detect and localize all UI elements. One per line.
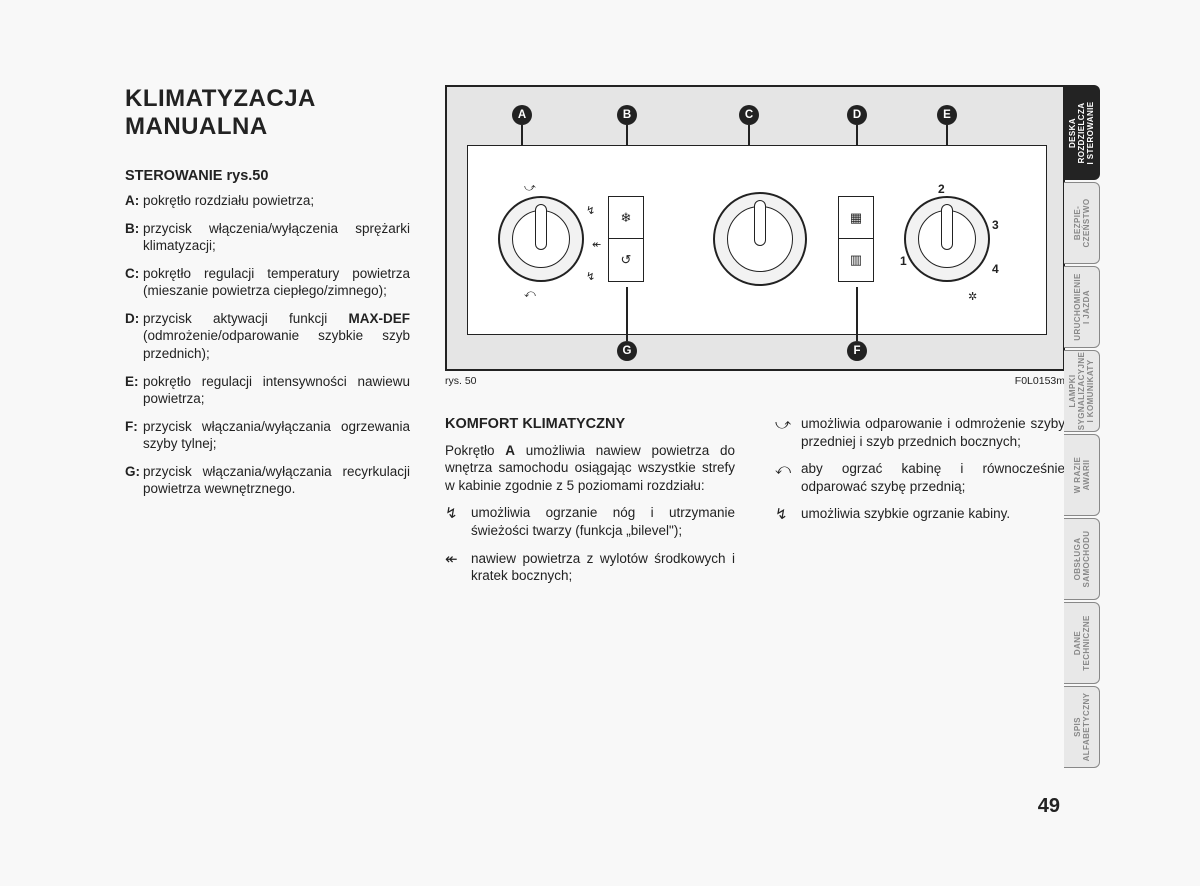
- heat-defrost-icon: ⤺: [775, 460, 801, 495]
- figure-caption: rys. 50 F0L0153m: [445, 375, 1065, 387]
- tab-warnings[interactable]: LAMPKISYGNALIZACYJNEI KOMUNIKATY: [1064, 350, 1100, 432]
- def-item: A:pokrętło rozdziału powietrza;: [125, 192, 410, 210]
- page-number: 49: [1038, 795, 1060, 818]
- airflow-mode-item: ⤺aby ogrzać kabinę i równocześnie odparo…: [775, 460, 1065, 495]
- marker-C: C: [739, 105, 759, 125]
- def-item: D:przycisk aktywacji funkcji MAX-DEF (od…: [125, 310, 410, 363]
- left-column: KLIMATYZACJA MANUALNA STEROWANIE rys.50 …: [125, 85, 410, 508]
- defrost-buttons: ▦ ▥: [838, 196, 874, 282]
- bilevel-icon: ↯: [445, 504, 471, 539]
- recirc-button-icon: ↺: [609, 239, 643, 281]
- tab-dashboard[interactable]: DESKAROZDZIELCZAI STEROWANIE: [1064, 85, 1100, 180]
- airflow-mode-item: ↯umożliwia ogrzanie nóg i utrzymanie świ…: [445, 504, 735, 539]
- marker-E: E: [937, 105, 957, 125]
- fan-speed-knob: [904, 196, 990, 282]
- marker-B: B: [617, 105, 637, 125]
- right-column: ⤻umożliwia odparowanie i odmrożenie szyb…: [775, 415, 1065, 535]
- side-tabs: DESKAROZDZIELCZAI STEROWANIE BEZPIE-CZEŃ…: [1064, 85, 1096, 770]
- tab-safety[interactable]: BEZPIE-CZEŃSTWO: [1064, 182, 1100, 264]
- ac-button-icon: ❄: [609, 197, 643, 239]
- figure-number: rys. 50: [445, 375, 477, 387]
- tab-emergency[interactable]: W RAZIEAWARII: [1064, 434, 1100, 516]
- comfort-intro: Pokrętło A umożliwia nawiew powietrza do…: [445, 442, 735, 495]
- rear-defrost-icon: ▥: [839, 239, 873, 281]
- front-defrost-icon: ▦: [839, 197, 873, 239]
- tab-driving[interactable]: URUCHOMIENIEI JAZDA: [1064, 266, 1100, 348]
- marker-A: A: [512, 105, 532, 125]
- air-distribution-knob: [498, 196, 584, 282]
- heat-icon: ↯: [775, 505, 801, 525]
- figure-code: F0L0153m: [1015, 375, 1065, 387]
- def-item: E:pokrętło regulacji intensywności nawie…: [125, 373, 410, 408]
- tab-index[interactable]: SPISALFABETYCZNY: [1064, 686, 1100, 768]
- section-heading: STEROWANIE rys.50: [125, 168, 410, 184]
- def-item: B:przycisk włączenia/wyłączenia sprężark…: [125, 220, 410, 255]
- marker-G: G: [617, 341, 637, 361]
- marker-F: F: [847, 341, 867, 361]
- page-title: KLIMATYZACJA MANUALNA: [125, 85, 410, 140]
- marker-D: D: [847, 105, 867, 125]
- defrost-icon: ⤻: [775, 415, 801, 450]
- temperature-knob: [713, 192, 807, 286]
- climate-panel: ⤻ ↯ ↞ ↯ ⤺ ❄ ↺ ▦ ▥ 1 2: [467, 145, 1047, 335]
- def-item: G:przycisk włączania/wyłączania recyrkul…: [125, 463, 410, 498]
- def-item: F:przycisk włączania/wyłączania ogrzewan…: [125, 418, 410, 453]
- tab-service[interactable]: OBSŁUGASAMOCHODU: [1064, 518, 1100, 600]
- figure-climate-panel: A B C D E ⤻ ↯ ↞ ↯ ⤺ ❄ ↺: [445, 85, 1065, 371]
- tab-specs[interactable]: DANETECHNICZNE: [1064, 602, 1100, 684]
- def-item: C:pokrętło regulacji temperatury powietr…: [125, 265, 410, 300]
- airflow-mode-item: ↯umożliwia szybkie ogrzanie kabiny.: [775, 505, 1065, 525]
- ac-recirc-buttons: ❄ ↺: [608, 196, 644, 282]
- face-vent-icon: ↞: [445, 550, 471, 585]
- comfort-heading: KOMFORT KLIMATYCZNY: [445, 415, 735, 434]
- definitions-list: A:pokrętło rozdziału powietrza; B:przyci…: [125, 192, 410, 498]
- airflow-mode-item: ⤻umożliwia odparowanie i odmrożenie szyb…: [775, 415, 1065, 450]
- airflow-mode-item: ↞nawiew powietrza z wylotów środkowych i…: [445, 550, 735, 585]
- middle-column: KOMFORT KLIMATYCZNY Pokrętło A umożliwia…: [445, 415, 735, 595]
